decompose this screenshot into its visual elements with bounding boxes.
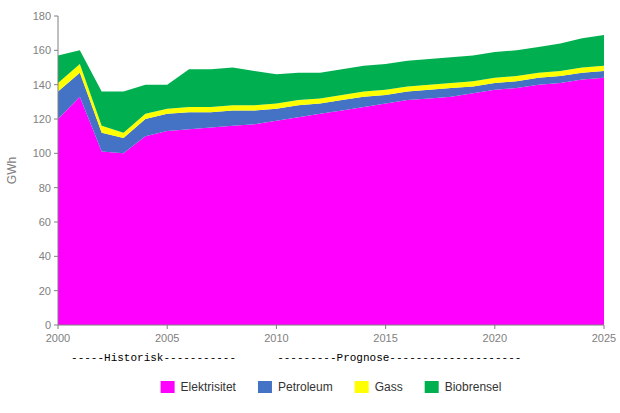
legend-swatch [355, 381, 369, 393]
legend-label: Gass [375, 380, 403, 394]
legend-label: Petroleum [278, 380, 333, 394]
area-series [58, 35, 604, 133]
y-tick [54, 256, 58, 257]
x-tick-label: 2005 [155, 332, 179, 344]
y-tick-label: 120 [33, 113, 51, 125]
x-tick-label: 2010 [264, 332, 288, 344]
x-tick [276, 325, 277, 329]
y-tick-label: 80 [39, 182, 51, 194]
legend-swatch [258, 381, 272, 393]
annotation: -----Historisk----------- [71, 352, 236, 364]
x-tick-label: 2015 [373, 332, 397, 344]
legend-swatch [161, 381, 175, 393]
chart: 0 20 40 60 80 100 120 140 160 180 2000 2005 2010 2015… [0, 0, 620, 413]
x-tick [604, 325, 605, 329]
legend-swatch [425, 381, 439, 393]
x-tick-label: 2000 [46, 332, 70, 344]
y-tick-label: 0 [45, 319, 51, 331]
y-axis-line [58, 16, 59, 325]
y-tick [54, 222, 58, 223]
y-tick [54, 187, 58, 188]
y-tick-label: 40 [39, 250, 51, 262]
y-tick [54, 153, 58, 154]
y-tick-label: 20 [39, 285, 51, 297]
x-axis-line [58, 325, 604, 326]
legend-label: Biobrensel [445, 380, 502, 394]
x-tick [494, 325, 495, 329]
y-tick [54, 119, 58, 120]
y-tick [54, 50, 58, 51]
legend: Elektrisitet Petroleum Gass Biobrensel [161, 380, 502, 394]
annotation: ---------Prognose-------------------- [277, 352, 521, 364]
y-axis-label: GWh [5, 157, 19, 184]
y-tick-label: 140 [33, 79, 51, 91]
y-tick [54, 16, 58, 17]
y-tick [54, 84, 58, 85]
y-tick [54, 290, 58, 291]
plot-area [58, 35, 604, 325]
y-tick-label: 100 [33, 147, 51, 159]
x-tick-label: 2025 [592, 332, 616, 344]
y-tick-label: 160 [33, 44, 51, 56]
x-tick [58, 325, 59, 329]
x-tick-label: 2020 [483, 332, 507, 344]
legend-label: Elektrisitet [181, 380, 237, 394]
x-tick [385, 325, 386, 329]
y-tick [54, 325, 58, 326]
y-tick-label: 180 [33, 10, 51, 22]
x-tick [167, 325, 168, 329]
y-tick-label: 60 [39, 216, 51, 228]
